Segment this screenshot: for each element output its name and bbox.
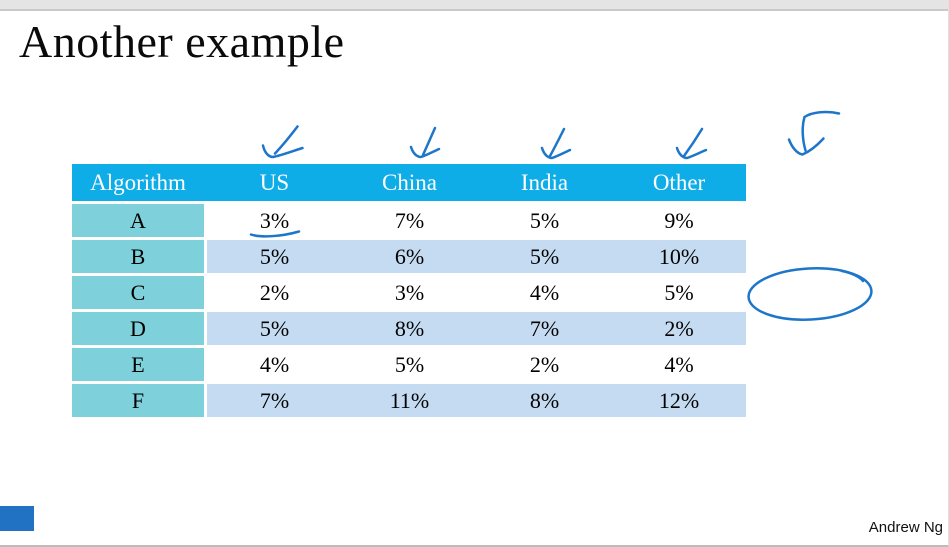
- down-left-arrow-other-icon: [675, 127, 708, 160]
- cell-india: 4%: [477, 276, 612, 309]
- cell-india: 7%: [477, 312, 612, 345]
- cell-other: 9%: [612, 204, 746, 237]
- row-label: B: [72, 240, 207, 273]
- cell-china: 11%: [342, 384, 477, 417]
- row-label: A: [72, 204, 207, 237]
- cell-us: 7%: [207, 384, 342, 417]
- cell-us: 2%: [207, 276, 342, 309]
- col-header-us: US: [207, 164, 342, 201]
- cell-china: 6%: [342, 240, 477, 273]
- row-label: E: [72, 348, 207, 381]
- cell-india: 2%: [477, 348, 612, 381]
- row-label: D: [72, 312, 207, 345]
- cell-china: 5%: [342, 348, 477, 381]
- cell-us: 5%: [207, 240, 342, 273]
- row-label: C: [72, 276, 207, 309]
- author-credit: Andrew Ng: [868, 519, 943, 536]
- table-row-f: F 7% 11% 8% 12%: [72, 384, 746, 417]
- table-row-e: E 4% 5% 2% 4%: [72, 348, 746, 381]
- row-label: F: [72, 384, 207, 417]
- col-header-other: Other: [612, 164, 746, 201]
- table-row-c: C 2% 3% 4% 5%: [72, 276, 746, 309]
- logo-box: [0, 506, 34, 531]
- cell-other: 5%: [612, 276, 746, 309]
- cell-other: 2%: [612, 312, 746, 345]
- cell-us: 5%: [207, 312, 342, 345]
- col-header-algorithm: Algorithm: [72, 164, 207, 201]
- ellipse-annotation: [747, 267, 873, 321]
- hooked-down-arrow-icon: [787, 110, 841, 156]
- cell-china: 8%: [342, 312, 477, 345]
- error-rate-table: Algorithm US China India Other A 3% 7% 5…: [72, 161, 746, 420]
- down-left-arrow-india-icon: [540, 127, 572, 160]
- cell-china: 7%: [342, 204, 477, 237]
- cell-china: 3%: [342, 276, 477, 309]
- cell-other: 4%: [612, 348, 746, 381]
- window-top-bar: [0, 0, 948, 11]
- cell-us: 3%: [207, 204, 342, 237]
- table-row-d: D 5% 8% 7% 2%: [72, 312, 746, 345]
- table-row-a: A 3% 7% 5% 9%: [72, 204, 746, 237]
- cell-india: 8%: [477, 384, 612, 417]
- cell-us: 4%: [207, 348, 342, 381]
- col-header-china: China: [342, 164, 477, 201]
- table-header-row: Algorithm US China India Other: [72, 164, 746, 201]
- cell-other: 10%: [612, 240, 746, 273]
- table-row-b: B 5% 6% 5% 10%: [72, 240, 746, 273]
- cell-india: 5%: [477, 204, 612, 237]
- down-left-arrow-us-icon: [261, 125, 304, 159]
- cell-india: 5%: [477, 240, 612, 273]
- slide-title: Another example: [19, 16, 345, 67]
- col-header-india: India: [477, 164, 612, 201]
- down-left-arrow-china-icon: [409, 126, 441, 159]
- cell-other: 12%: [612, 384, 746, 417]
